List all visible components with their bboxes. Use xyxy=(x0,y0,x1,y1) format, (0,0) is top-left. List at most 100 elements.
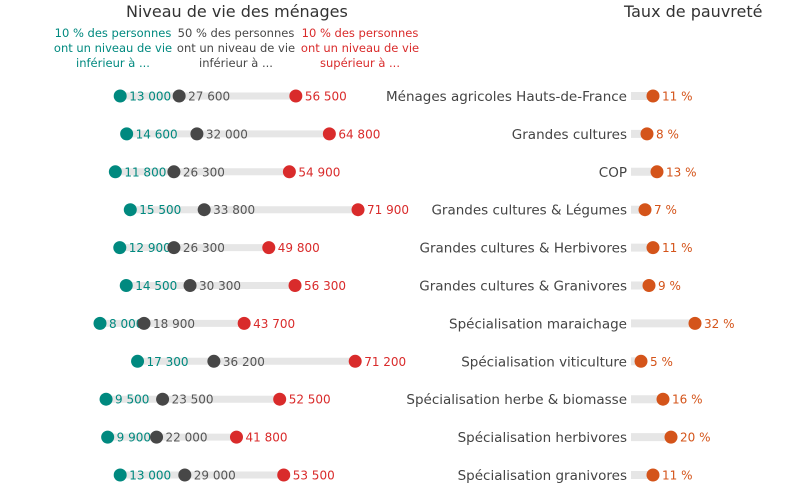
dot-d1 xyxy=(113,241,127,255)
category-label: Grandes cultures & Granivores xyxy=(419,279,627,295)
poverty-label: 11 % xyxy=(662,241,693,255)
poverty-label: 9 % xyxy=(658,279,681,293)
label-d9: 56 500 xyxy=(305,90,347,104)
poverty-label: 7 % xyxy=(654,203,677,217)
legend-d9: 10 % des personnes ont un niveau de vie … xyxy=(300,26,420,70)
dot-d9 xyxy=(288,279,302,292)
category-label: Grandes cultures & Herbivores xyxy=(420,241,628,257)
label-d1: 9 900 xyxy=(117,431,151,445)
label-d1: 8 000 xyxy=(109,317,143,331)
label-d1: 12 900 xyxy=(129,241,171,255)
dot-d9 xyxy=(237,316,251,330)
category-label: Spécialisation herbivores xyxy=(458,430,627,446)
poverty-label: 8 % xyxy=(656,127,679,141)
poverty-label: 5 % xyxy=(650,355,673,369)
dot-d1 xyxy=(93,316,107,330)
poverty-dot xyxy=(642,279,656,292)
dot-d1 xyxy=(101,430,115,444)
category-label: Spécialisation granivores xyxy=(458,468,627,484)
category-label: COP xyxy=(599,165,627,181)
label-d1: 13 000 xyxy=(129,469,171,483)
label-median: 29 000 xyxy=(194,469,236,483)
dot-median xyxy=(150,430,164,444)
dot-median xyxy=(167,165,181,179)
dot-d9 xyxy=(273,392,287,406)
category-label: Spécialisation maraichage xyxy=(449,316,627,332)
dot-d1 xyxy=(108,165,122,179)
label-d9: 71 200 xyxy=(364,355,406,369)
poverty-label: 20 % xyxy=(680,431,711,445)
category-label: Grandes cultures & Légumes xyxy=(431,203,627,219)
category-label: Grandes cultures xyxy=(512,127,627,143)
dot-d9 xyxy=(289,89,303,103)
dot-d1 xyxy=(120,127,134,141)
dot-d9 xyxy=(322,127,336,141)
label-median: 23 500 xyxy=(172,393,214,407)
chart-title-taux-pauvrete: Taux de pauvreté xyxy=(624,2,763,21)
poverty-label: 16 % xyxy=(672,393,703,407)
label-median: 30 300 xyxy=(199,279,241,293)
label-d1: 9 500 xyxy=(115,393,149,407)
poverty-label: 11 % xyxy=(662,469,693,483)
legend-d1: 10 % des personnes ont un niveau de vie … xyxy=(53,26,173,70)
dot-d9 xyxy=(262,241,276,255)
poverty-dot xyxy=(640,127,654,141)
poverty-label: 13 % xyxy=(666,165,697,179)
category-label: Ménages agricoles Hauts-de-France xyxy=(386,89,627,105)
label-d1: 11 800 xyxy=(124,165,166,179)
dot-median xyxy=(207,354,221,368)
label-d1: 14 600 xyxy=(136,127,178,141)
label-median: 33 800 xyxy=(213,203,255,217)
dot-median xyxy=(178,468,192,482)
dot-median xyxy=(137,316,151,330)
label-median: 18 900 xyxy=(153,317,195,331)
label-d9: 49 800 xyxy=(278,241,320,255)
label-d9: 41 800 xyxy=(245,431,287,445)
dot-d1 xyxy=(113,89,127,103)
category-label: Spécialisation herbe & biomasse xyxy=(406,392,627,408)
poverty-dot xyxy=(650,165,664,179)
dot-d9 xyxy=(229,430,243,444)
dot-median xyxy=(197,203,211,217)
poverty-dot xyxy=(656,392,670,406)
label-d9: 54 900 xyxy=(298,165,340,179)
poverty-dot xyxy=(688,316,702,330)
dot-d9 xyxy=(351,203,365,217)
dot-d9 xyxy=(277,468,291,482)
poverty-label: 32 % xyxy=(704,317,735,331)
label-d1: 14 500 xyxy=(135,279,177,293)
legend-median: 50 % des personnes ont un niveau de vie … xyxy=(176,26,296,70)
dot-median xyxy=(156,392,170,406)
poverty-dot xyxy=(634,354,648,368)
label-median: 26 300 xyxy=(183,165,225,179)
label-d9: 71 900 xyxy=(367,203,409,217)
label-median: 22 000 xyxy=(166,431,208,445)
dot-d1 xyxy=(119,279,133,292)
dot-d1 xyxy=(99,392,113,406)
label-median: 26 300 xyxy=(183,241,225,255)
label-median: 32 000 xyxy=(206,127,248,141)
dot-median xyxy=(167,241,181,255)
dot-d9 xyxy=(348,354,362,368)
label-d1: 13 000 xyxy=(129,90,171,104)
poverty-label: 11 % xyxy=(662,90,693,104)
poverty-dot xyxy=(646,89,660,103)
dot-d1 xyxy=(123,203,137,217)
label-d9: 52 500 xyxy=(289,393,331,407)
poverty-dot xyxy=(646,468,660,482)
label-d9: 53 500 xyxy=(293,469,335,483)
poverty-dot xyxy=(638,203,652,217)
poverty-dot xyxy=(646,241,660,255)
dot-d1 xyxy=(131,354,145,368)
label-d1: 17 300 xyxy=(147,355,189,369)
category-label: Spécialisation viticulture xyxy=(461,354,627,370)
dot-d9 xyxy=(282,165,296,179)
label-median: 27 600 xyxy=(188,90,230,104)
label-median: 36 200 xyxy=(223,355,265,369)
label-d9: 43 700 xyxy=(253,317,295,331)
label-d9: 64 800 xyxy=(338,127,380,141)
dot-d1 xyxy=(113,468,127,482)
label-d1: 15 500 xyxy=(139,203,181,217)
dot-median xyxy=(190,127,204,141)
